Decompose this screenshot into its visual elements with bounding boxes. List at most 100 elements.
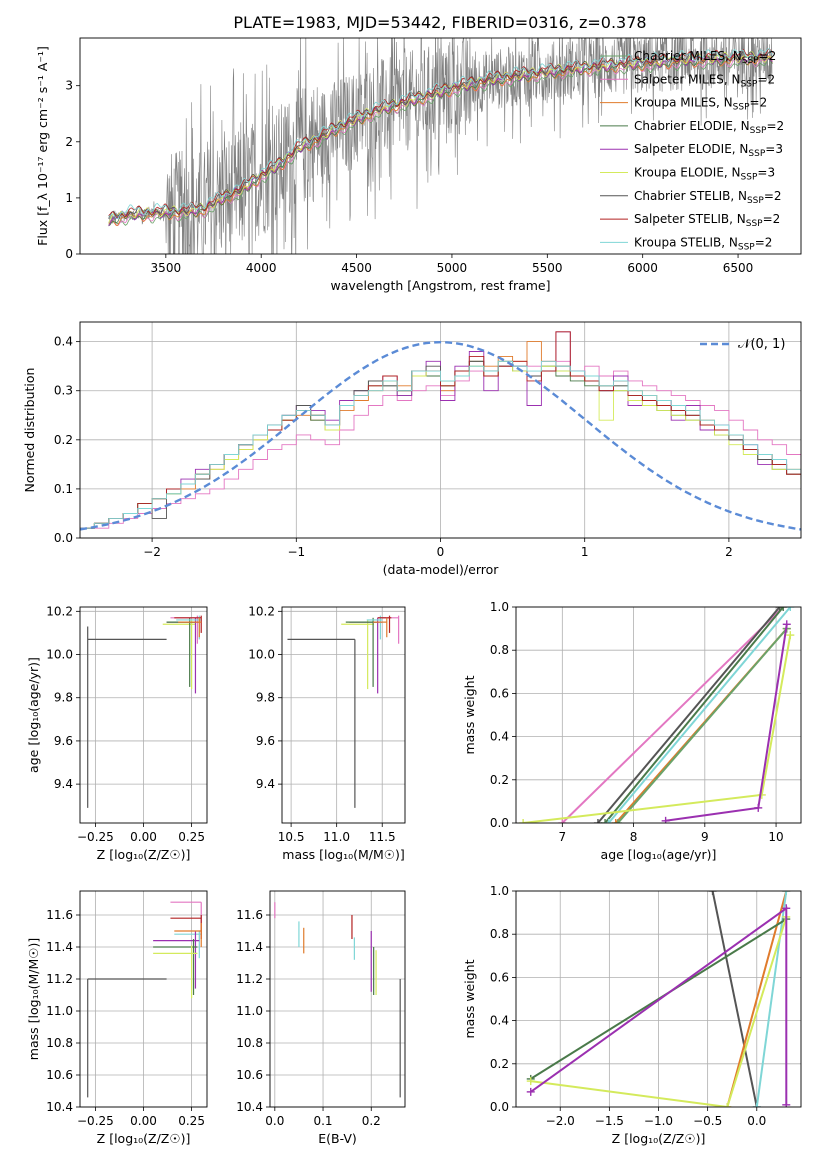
x-tick-label: 2	[725, 545, 733, 559]
axes-frame	[79, 890, 208, 1108]
y-tick-label: 10.4	[46, 1100, 73, 1114]
x-axis-label: wavelength [Angstrom, rest frame]	[330, 278, 550, 293]
x-tick-label: 5500	[532, 261, 563, 275]
y-tick-label: 0.0	[54, 531, 73, 545]
x-tick-label: 6000	[627, 261, 658, 275]
plot-area	[80, 331, 801, 531]
legend-label: Kroupa STELIB, NSSP=2	[634, 235, 772, 252]
x-tick-label: 5000	[437, 261, 468, 275]
figure-title: PLATE=1983, MJD=53442, FIBERID=0316, z=0…	[233, 13, 646, 32]
x-tick-label: 10.5	[278, 830, 305, 844]
x-tick-label: −1	[287, 545, 305, 559]
y-tick-label: 9.6	[256, 734, 275, 748]
y-tick-label: 0.2	[490, 773, 509, 787]
y-tick-label: 0.6	[490, 686, 509, 700]
y-tick-label: 0.0	[490, 1100, 509, 1114]
y-tick-label: 0	[65, 247, 73, 261]
x-tick-label: 0.0	[265, 1114, 284, 1128]
y-axis-label: mass [log₁₀(M/M☉)]	[26, 938, 41, 1060]
y-tick-label: 10.4	[236, 1100, 263, 1114]
weight-line	[665, 624, 788, 822]
y-tick-label: 0.8	[490, 927, 509, 941]
weight-line	[604, 607, 784, 823]
x-tick-label: 11.5	[369, 830, 396, 844]
plot-area	[87, 615, 202, 808]
y-tick-label: 0.0	[490, 816, 509, 830]
y-tick-label: 10.0	[46, 648, 73, 662]
legend-label: Kroupa MILES, NSSP=2	[634, 96, 767, 113]
model-line	[108, 51, 773, 223]
x-tick-label: −0.5	[693, 1114, 722, 1128]
x-axis-label: Z [log₁₀(Z/Z☉)]	[97, 1131, 191, 1146]
x-tick-label: 0.2	[362, 1114, 381, 1128]
axes-frame	[515, 606, 802, 824]
x-tick-label: −2.0	[546, 1114, 575, 1128]
y-tick-label: 11.2	[46, 972, 73, 986]
y-tick-label: 11.0	[236, 1004, 263, 1018]
panel-mass_vs_ebv: 0.0 0.1 0.2 10.4 10.6 10.8 11.0 11.2 11.4 11.6 E(B…	[236, 890, 406, 1146]
y-tick-label: 9.8	[256, 691, 275, 705]
x-tick-label: 6500	[723, 261, 754, 275]
weight-line	[607, 607, 792, 823]
x-tick-label: 0.00	[130, 1114, 157, 1128]
y-tick-label: 11.0	[46, 1004, 73, 1018]
panel-age_vs_Z: −0.25 0.00 0.25 9.4 9.6 9.8 10.0 10.2 Z [log₁₀(Z…	[26, 604, 208, 862]
legend-label: Salpeter STELIB, NSSP=2	[634, 212, 780, 229]
axes-frame	[79, 606, 208, 824]
x-tick-label: 0.25	[178, 1114, 205, 1128]
y-tick-label: 0.2	[54, 433, 73, 447]
axes-frame	[515, 890, 802, 1108]
model-line	[108, 55, 773, 227]
y-tick-label: 10.6	[236, 1068, 263, 1082]
panel-residuals: −2 −1 0 1 2 0.0 0.1 0.2 0.3 0.4 (data-model)/error…	[22, 321, 802, 577]
panel-spectrum: 3500 4000 4500 5000 5500 6000 6500 0 1 2 3 waveleng…	[35, 37, 802, 293]
x-axis-label: (data-model)/error	[383, 562, 500, 577]
x-tick-label: 4500	[341, 261, 372, 275]
x-tick-label: 10	[768, 830, 783, 844]
plot-area	[87, 901, 202, 1098]
y-tick-label: 2	[65, 135, 73, 149]
y-tick-label: 0.6	[490, 970, 509, 984]
y-tick-label: 10.2	[46, 604, 73, 618]
x-tick-label: 7	[558, 830, 566, 844]
legend-label: Chabrier ELODIE, NSSP=2	[634, 119, 784, 136]
x-tick-label: 0.0	[747, 1114, 766, 1128]
legend-label: Chabrier MILES, NSSP=2	[634, 49, 776, 66]
x-axis-label: Z [log₁₀(Z/Z☉)]	[612, 1131, 706, 1146]
x-tick-label: 0.1	[313, 1114, 332, 1128]
y-tick-label: 10.6	[46, 1068, 73, 1082]
x-tick-label: −1.5	[595, 1114, 624, 1128]
y-tick-label: 0.4	[490, 1014, 509, 1028]
weight-line	[726, 891, 788, 1107]
axes-frame	[269, 890, 406, 1108]
x-tick-label: 0.00	[130, 830, 157, 844]
legend-label: 𝒩(0, 1)	[738, 337, 785, 352]
y-tick-label: 1.0	[490, 600, 509, 614]
y-axis-label: Flux [f_λ 10⁻¹⁷ erg cm⁻² s⁻¹ A⁻¹]	[35, 46, 50, 246]
axes-frame	[281, 606, 406, 824]
weight-line	[597, 607, 781, 823]
y-axis-label: mass weight	[462, 675, 477, 754]
x-tick-label: 1	[581, 545, 589, 559]
plot-area	[519, 607, 795, 823]
x-tick-label: 9	[701, 830, 709, 844]
panel-mass_vs_Z: −0.25 0.00 0.25 10.4 10.6 10.8 11.0 11.2 11.4 11.…	[26, 890, 208, 1146]
y-tick-label: 10.0	[248, 648, 275, 662]
axes-frame	[79, 321, 802, 539]
y-tick-label: 0.4	[54, 335, 73, 349]
y-axis-label: Normed distribution	[22, 368, 37, 493]
y-tick-label: 0.8	[490, 643, 509, 657]
y-tick-label: 1.0	[490, 884, 509, 898]
y-tick-label: 0.2	[490, 1057, 509, 1071]
x-tick-label: 4000	[246, 261, 277, 275]
x-axis-label: age [log₁₀(age/yr)]	[601, 847, 717, 862]
legend-label: Kroupa ELODIE, NSSP=3	[634, 166, 775, 183]
y-tick-label: 9.4	[256, 777, 275, 791]
y-tick-label: 10.8	[236, 1036, 263, 1050]
y-tick-label: 11.4	[46, 940, 73, 954]
model-line	[108, 53, 773, 227]
y-tick-label: 9.4	[54, 777, 73, 791]
y-tick-label: 1	[65, 191, 73, 205]
model-line	[108, 48, 773, 219]
panel-weight_vs_Z: −2.0 −1.5 −1.0 −0.5 0.0 0.0 0.2 0.4 0.6 0.8 1.0 Z […	[462, 884, 802, 1146]
